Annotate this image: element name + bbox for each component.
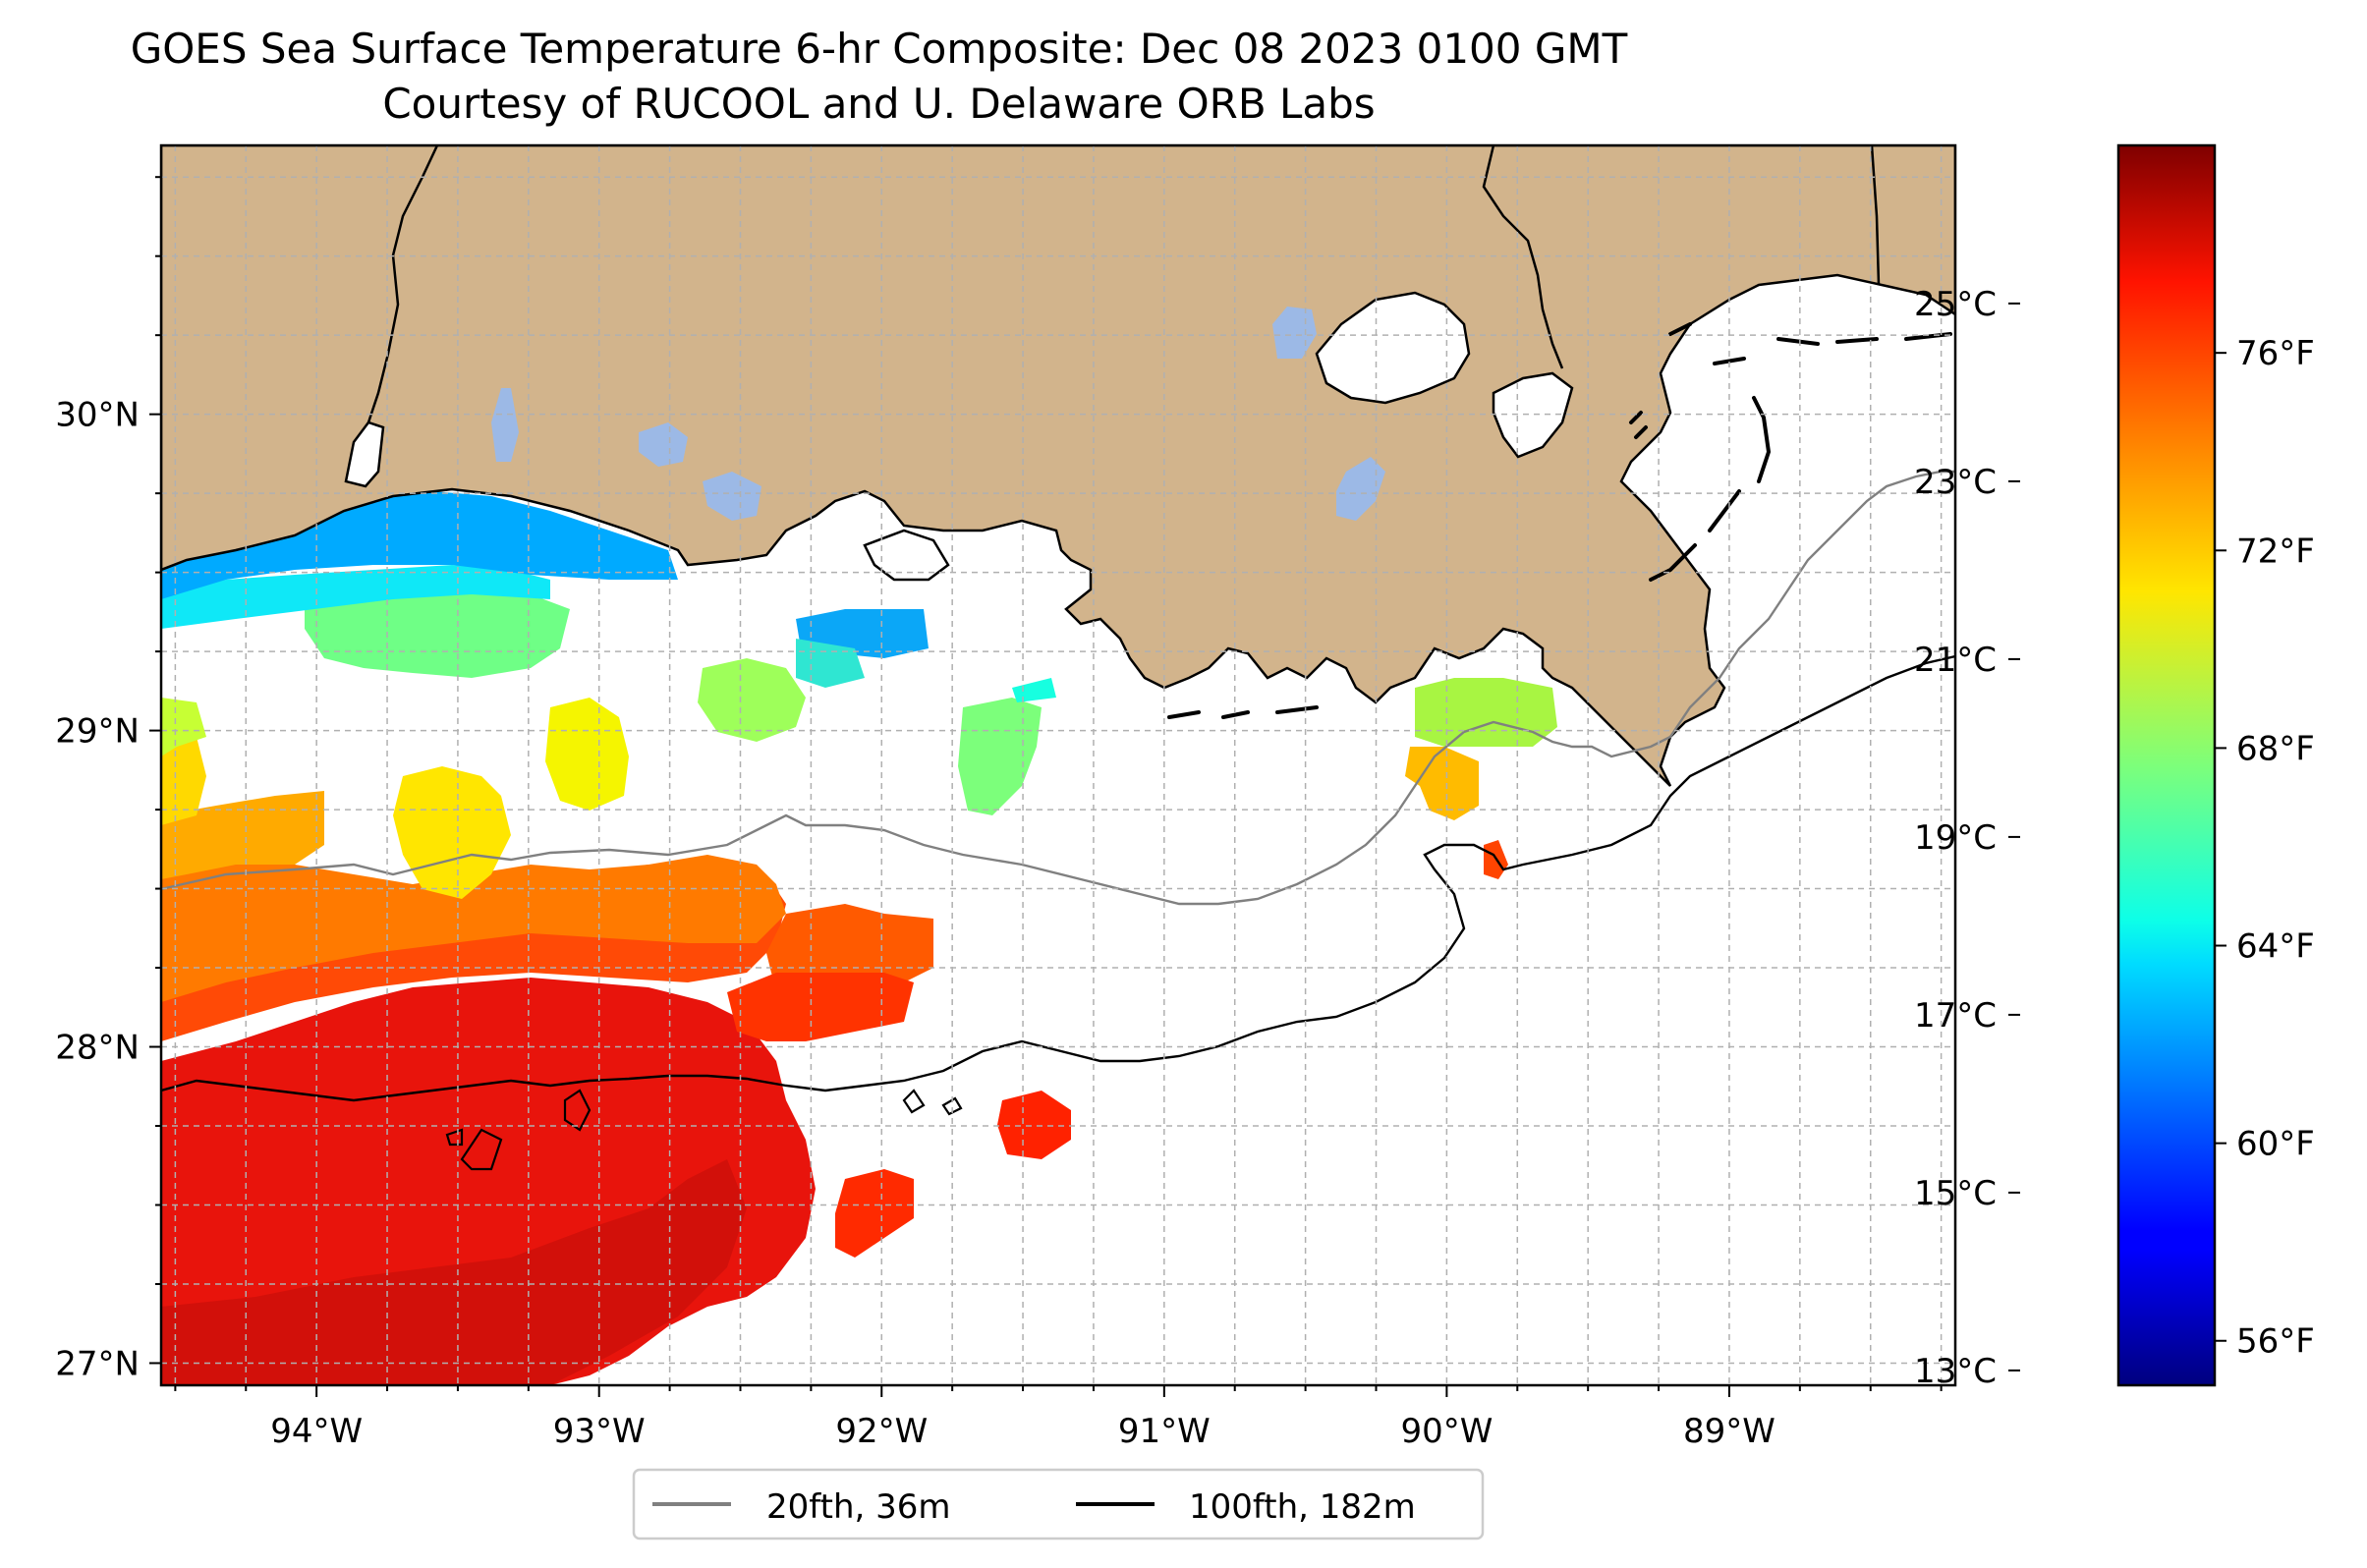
fahrenheit-tick-label: 60°F bbox=[2236, 1125, 2315, 1164]
lat-tick-label: 30°N bbox=[55, 396, 140, 435]
lon-tick-label: 92°W bbox=[835, 1412, 928, 1451]
barrier-island-3 bbox=[1776, 337, 1820, 346]
celsius-tick-label: 15°C bbox=[1914, 1174, 1997, 1213]
celsius-tick-label: 17°C bbox=[1914, 996, 1997, 1036]
sst-patch-green-mid bbox=[698, 658, 806, 742]
isobath-100fth bbox=[161, 654, 1955, 1102]
barrier-island-13 bbox=[1634, 425, 1648, 439]
colorbar: 13°C 15°C 17°C 19°C 21°C 23°C 25°C 56°F 60°F 64°… bbox=[1914, 143, 2315, 1391]
celsius-tick-label: 21°C bbox=[1914, 641, 1997, 680]
colorbar-fahrenheit-axis: 56°F 60°F 64°F 68°F 72°F 76°F bbox=[2215, 334, 2315, 1362]
barrier-island-4 bbox=[1835, 337, 1879, 344]
sst-patch-yellow-blob-1 bbox=[393, 766, 511, 899]
lake-blue-2 bbox=[491, 388, 519, 462]
celsius-tick-label: 25°C bbox=[1914, 285, 1997, 324]
legend-box bbox=[632, 1468, 1485, 1540]
fahrenheit-tick-label: 72°F bbox=[2236, 532, 2315, 571]
legend: 20fth, 36m 100fth, 182m bbox=[632, 1468, 1485, 1540]
barrier-island-6 bbox=[1752, 396, 1772, 483]
sst-patch-amber-delta bbox=[1405, 747, 1479, 820]
sst-patch-red-east bbox=[727, 973, 914, 1041]
longitude-axis: 94°W 93°W 92°W 91°W 90°W 89°W bbox=[174, 1385, 1943, 1451]
map-frame bbox=[159, 143, 1957, 1387]
lake-blue-5 bbox=[1336, 457, 1385, 521]
sst-patch-warm-deep bbox=[161, 1159, 747, 1385]
sst-patch-orange bbox=[161, 855, 786, 1002]
celsius-tick-label: 23°C bbox=[1914, 463, 1997, 502]
fahrenheit-tick-label: 76°F bbox=[2236, 334, 2315, 373]
isobath-100fth-loops bbox=[445, 1089, 963, 1171]
colorbar-celsius-axis: 13°C 15°C 17°C 19°C 21°C 23°C 25°C bbox=[1914, 285, 2020, 1391]
sst-patch-red-small-2 bbox=[835, 1169, 914, 1258]
map-panel bbox=[161, 145, 1955, 1385]
barrier-island-11 bbox=[1275, 705, 1319, 714]
latitude-axis: 27°N 28°N 29°N 30°N bbox=[55, 176, 161, 1383]
lake-blue-3 bbox=[639, 422, 688, 467]
land-mass bbox=[161, 145, 1955, 787]
sst-patch-yellow-green bbox=[161, 698, 206, 756]
barrier-island-9 bbox=[1167, 710, 1201, 719]
gridlines bbox=[161, 145, 1955, 1385]
lake-borgne bbox=[1492, 371, 1574, 459]
legend-label-100fth: 100fth, 182m bbox=[1189, 1487, 1416, 1527]
fahrenheit-tick-label: 68°F bbox=[2236, 729, 2315, 768]
barrier-island-8 bbox=[1649, 543, 1697, 582]
sst-patch-yellow-west bbox=[161, 737, 206, 825]
lat-tick-label: 28°N bbox=[55, 1029, 140, 1068]
celsius-tick-label: 19°C bbox=[1914, 818, 1997, 858]
map-subtitle: Courtesy of RUCOOL and U. Delaware ORB L… bbox=[382, 80, 1376, 128]
barrier-island-7 bbox=[1708, 489, 1741, 532]
sst-patch-green-delta bbox=[1415, 678, 1557, 747]
barrier-islands bbox=[1167, 322, 1952, 719]
state-boundary-east bbox=[1482, 145, 1564, 369]
lat-tick-label: 29°N bbox=[55, 712, 140, 752]
isobath-20fth bbox=[161, 470, 1955, 906]
barrier-island-10 bbox=[1221, 710, 1250, 719]
sst-patch-yellow-blob-2 bbox=[545, 698, 629, 811]
fahrenheit-tick-label: 56°F bbox=[2236, 1322, 2315, 1362]
lon-tick-label: 93°W bbox=[553, 1412, 646, 1451]
legend-label-20fth: 20fth, 36m bbox=[766, 1487, 951, 1527]
barrier-island-5 bbox=[1904, 332, 1952, 341]
colorbar-gradient bbox=[2116, 143, 2217, 1387]
lon-tick-label: 94°W bbox=[270, 1412, 363, 1451]
fahrenheit-tick-label: 64°F bbox=[2236, 927, 2315, 967]
celsius-tick-label: 13°C bbox=[1914, 1352, 1997, 1391]
lon-tick-label: 90°W bbox=[1400, 1412, 1493, 1451]
sst-patch-blue-coast bbox=[161, 491, 678, 599]
sst-patch-cyan-east-small bbox=[1012, 678, 1056, 702]
sst-patch-light-green-north bbox=[305, 580, 570, 678]
lake-blue-4 bbox=[703, 472, 761, 521]
sst-patch-red-small-1 bbox=[997, 1091, 1071, 1159]
lat-tick-label: 27°N bbox=[55, 1344, 140, 1383]
map-title: GOES Sea Surface Temperature 6-hr Compos… bbox=[130, 25, 1628, 73]
barrier-island-1 bbox=[1668, 322, 1692, 336]
barrier-island-12 bbox=[1629, 411, 1643, 424]
sst-patch-green-east bbox=[958, 698, 1042, 815]
lon-tick-label: 89°W bbox=[1683, 1412, 1775, 1451]
sst-patch-amber bbox=[161, 791, 324, 879]
lake-coastal-bay bbox=[863, 529, 950, 582]
state-boundary-far-east bbox=[1870, 145, 1881, 286]
barrier-island-2 bbox=[1713, 357, 1746, 365]
state-boundary-west bbox=[366, 145, 439, 423]
sst-patch-cyan-coast bbox=[161, 565, 550, 629]
lon-tick-label: 91°W bbox=[1118, 1412, 1211, 1451]
